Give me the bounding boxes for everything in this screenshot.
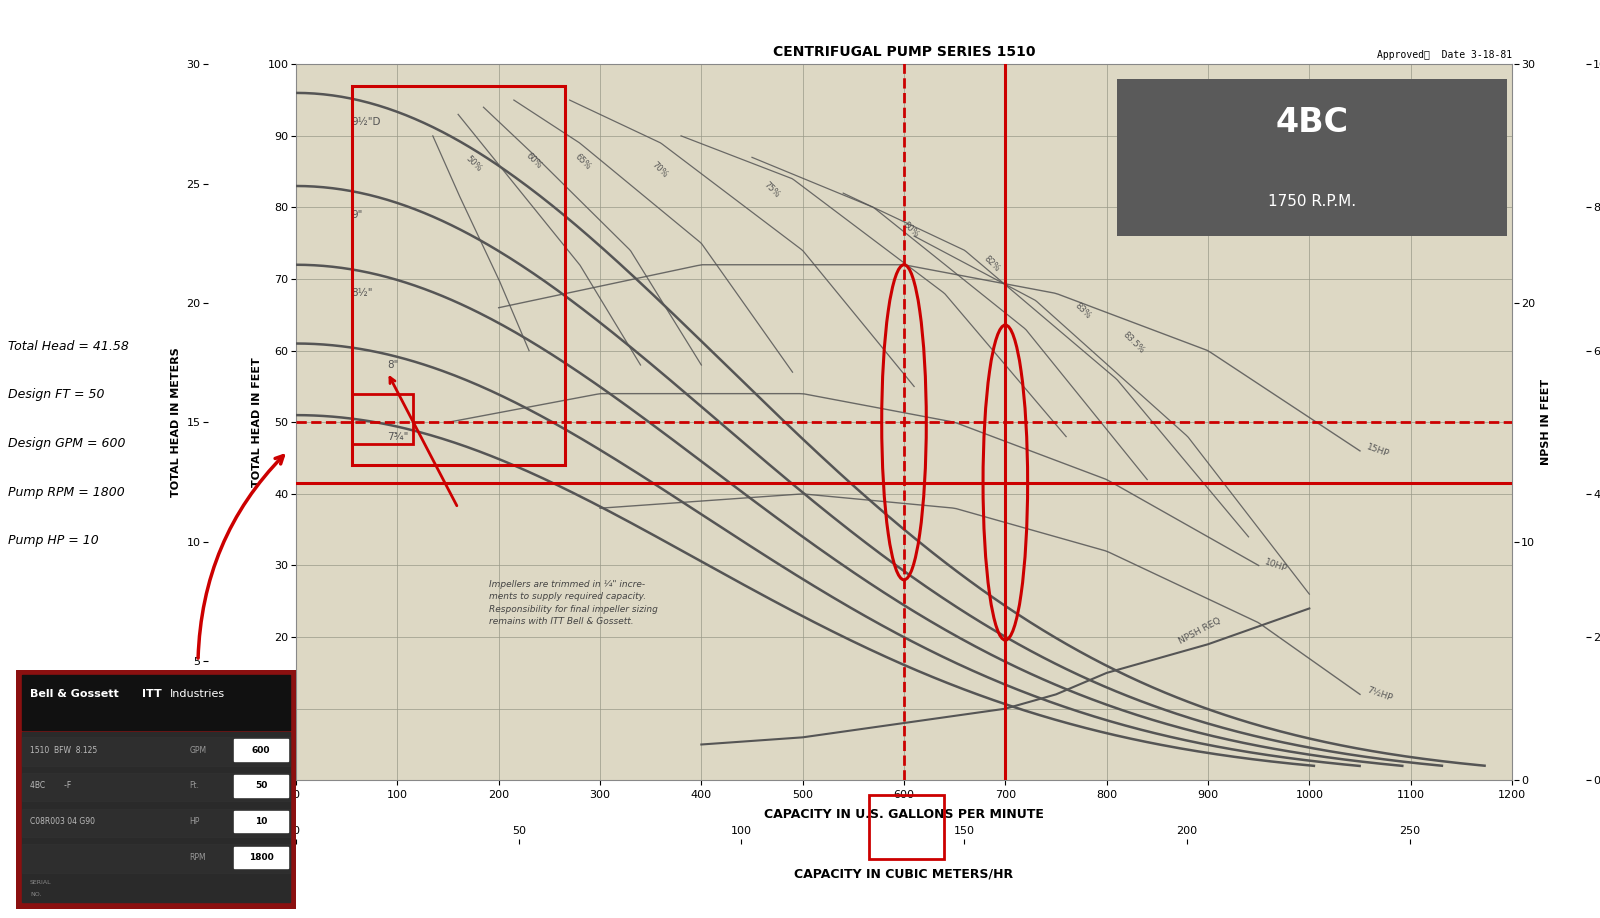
Text: 15HP: 15HP: [1365, 442, 1390, 459]
Text: Bell & Gossett: Bell & Gossett: [30, 689, 118, 700]
Text: 600: 600: [251, 745, 270, 755]
Text: 1800: 1800: [248, 853, 274, 862]
Text: Industries: Industries: [170, 689, 226, 700]
Text: 7½HP: 7½HP: [1365, 686, 1394, 703]
Text: 50%: 50%: [464, 154, 483, 174]
Text: 60%: 60%: [523, 151, 542, 171]
Text: NPSH REQ: NPSH REQ: [1178, 617, 1222, 646]
Text: Approvedℜ  Date 3-18-81: Approvedℜ Date 3-18-81: [1378, 50, 1512, 60]
Text: 80%: 80%: [901, 220, 920, 240]
Bar: [1117, 79, 1507, 236]
Bar: [22, 773, 291, 801]
Bar: [235, 775, 288, 797]
Text: Total Head = 41.58: Total Head = 41.58: [8, 340, 130, 353]
Y-axis label: TOTAL HEAD IN METERS: TOTAL HEAD IN METERS: [171, 347, 181, 498]
Text: Ft.: Ft.: [189, 781, 200, 790]
Text: 70%: 70%: [650, 160, 669, 180]
Text: 9": 9": [352, 209, 363, 219]
Bar: [22, 737, 291, 766]
Text: 4BC: 4BC: [1275, 106, 1349, 140]
Text: 4BC        -F: 4BC -F: [30, 781, 72, 790]
Bar: [869, 795, 944, 859]
Text: 8": 8": [387, 360, 398, 370]
Text: 8½": 8½": [352, 288, 373, 298]
Text: 9½"D: 9½"D: [352, 117, 381, 127]
Bar: [22, 809, 291, 837]
Text: NO.: NO.: [30, 892, 42, 897]
Bar: [235, 811, 288, 833]
Text: Impellers are trimmed in ¼" incre-
ments to supply required capacity.
Responsibi: Impellers are trimmed in ¼" incre- ments…: [488, 580, 658, 626]
Bar: [22, 733, 291, 901]
Text: C08R003 04 G90: C08R003 04 G90: [30, 817, 94, 826]
Text: Pump HP = 10: Pump HP = 10: [8, 534, 99, 547]
Bar: [22, 845, 291, 873]
Text: Design FT = 50: Design FT = 50: [8, 388, 104, 401]
Text: 82%: 82%: [982, 253, 1002, 274]
Text: Design GPM = 600: Design GPM = 600: [8, 437, 125, 450]
Text: 65%: 65%: [573, 152, 594, 172]
Text: 83%: 83%: [1074, 301, 1093, 321]
Text: SERIAL: SERIAL: [30, 880, 51, 885]
Text: ITT: ITT: [142, 689, 162, 700]
Bar: [352, 85, 565, 465]
Text: GPM: GPM: [189, 745, 206, 755]
Text: 75%: 75%: [762, 180, 782, 199]
Title: CENTRIFUGAL PUMP SERIES 1510: CENTRIFUGAL PUMP SERIES 1510: [773, 45, 1035, 59]
Text: 50: 50: [254, 781, 267, 790]
Text: HP: HP: [189, 817, 200, 826]
Text: 7¾": 7¾": [387, 431, 408, 442]
Text: 1750 R.P.M.: 1750 R.P.M.: [1267, 194, 1355, 209]
Text: 10HP: 10HP: [1264, 557, 1290, 574]
Bar: [22, 675, 291, 730]
Bar: [235, 846, 288, 868]
Text: RPM: RPM: [189, 853, 206, 862]
X-axis label: CAPACITY IN U.S. GALLONS PER MINUTE: CAPACITY IN U.S. GALLONS PER MINUTE: [765, 809, 1043, 822]
Text: 83.5%: 83.5%: [1122, 330, 1146, 355]
Text: Pump RPM = 1800: Pump RPM = 1800: [8, 486, 125, 498]
Text: CAPACITY IN CUBIC METERS/HR: CAPACITY IN CUBIC METERS/HR: [795, 868, 1013, 880]
Bar: [352, 394, 413, 443]
Y-axis label: NPSH IN FEET: NPSH IN FEET: [1541, 379, 1550, 465]
Y-axis label: TOTAL HEAD IN FEET: TOTAL HEAD IN FEET: [251, 357, 262, 487]
Text: 1510  BFW  8.125: 1510 BFW 8.125: [30, 745, 98, 755]
Text: 10: 10: [254, 817, 267, 826]
Bar: [235, 739, 288, 761]
